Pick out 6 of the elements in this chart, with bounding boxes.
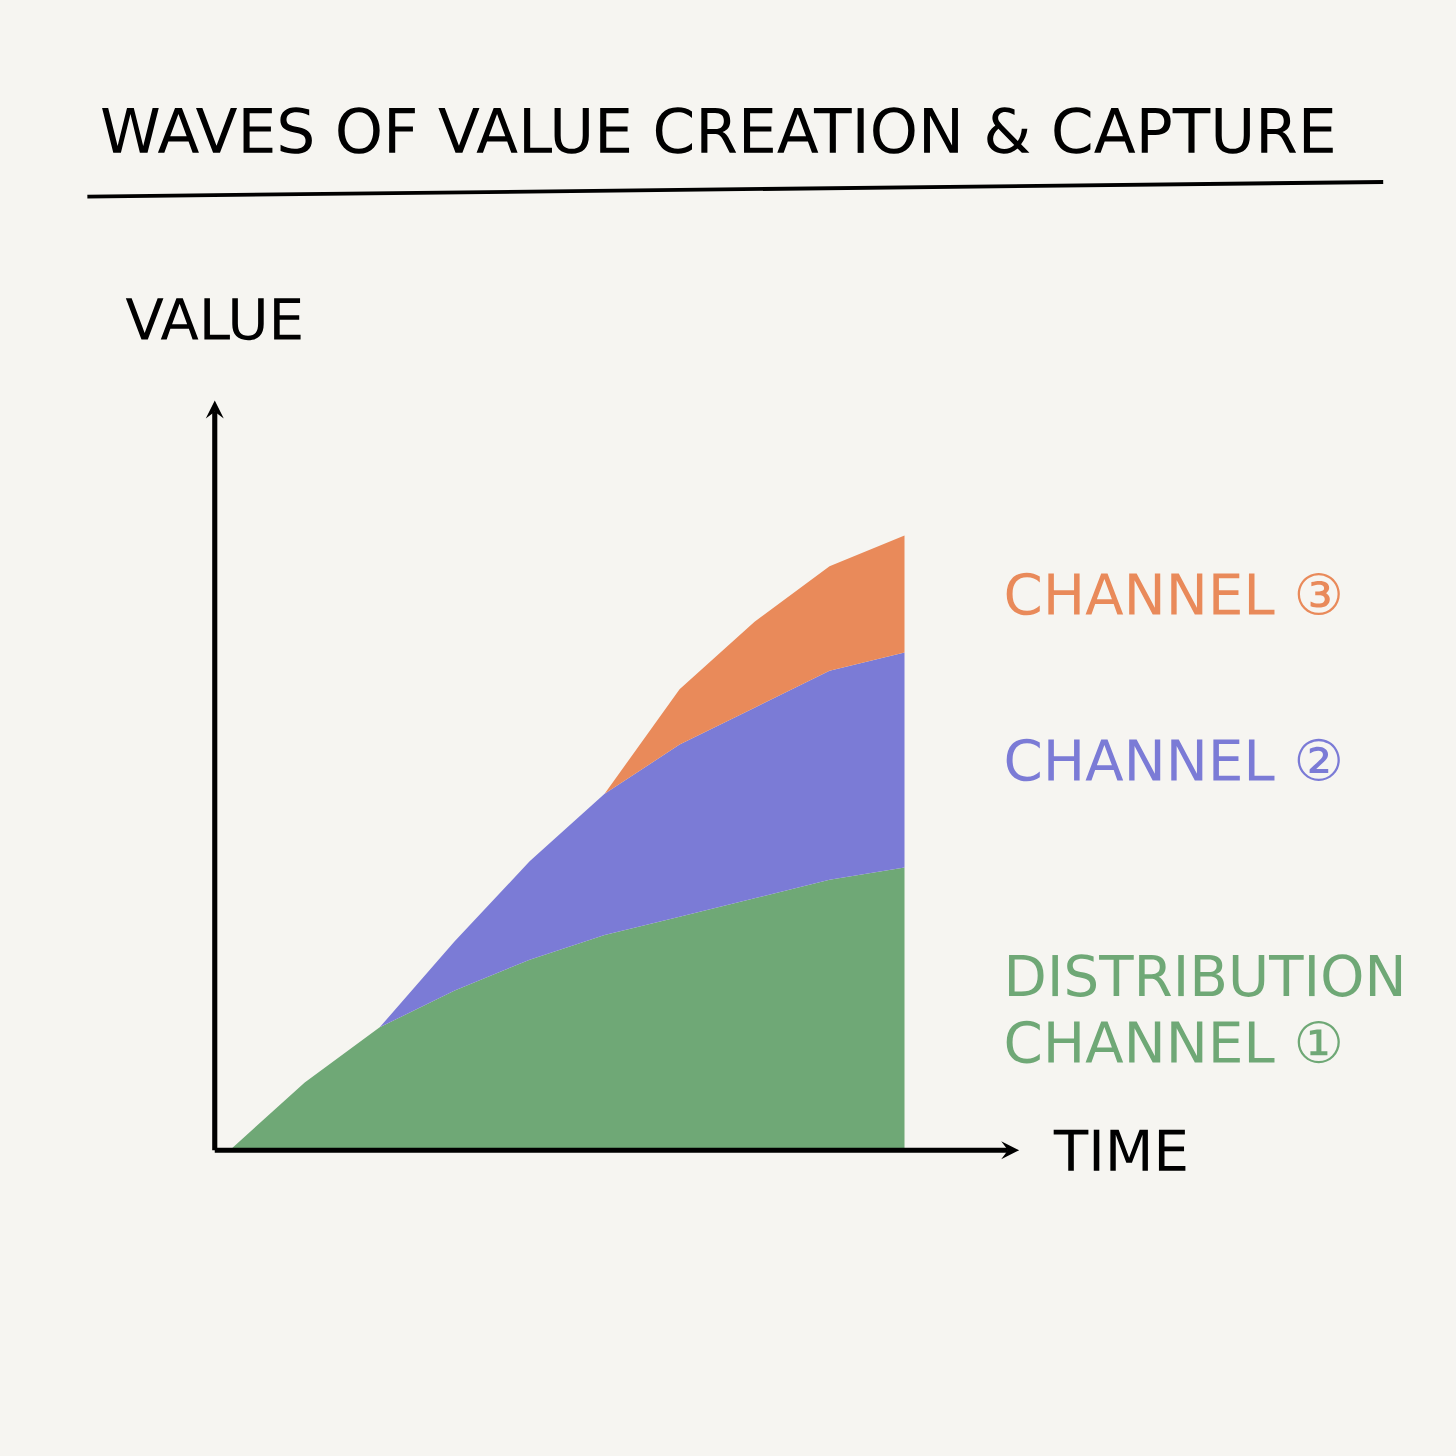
x-axis-title: TIME bbox=[1053, 1129, 1186, 1171]
y-axis-title: VALUE bbox=[125, 298, 301, 341]
series-label: CHANNEL ② bbox=[1006, 738, 1340, 782]
chart-title: WAVES OF VALUE CREATION & CAPTURE bbox=[102, 107, 1333, 154]
series-label: CHANNEL ③ bbox=[1006, 572, 1340, 616]
series-label: DISTRIBUTION CHANNEL ① bbox=[1006, 954, 1402, 1064]
